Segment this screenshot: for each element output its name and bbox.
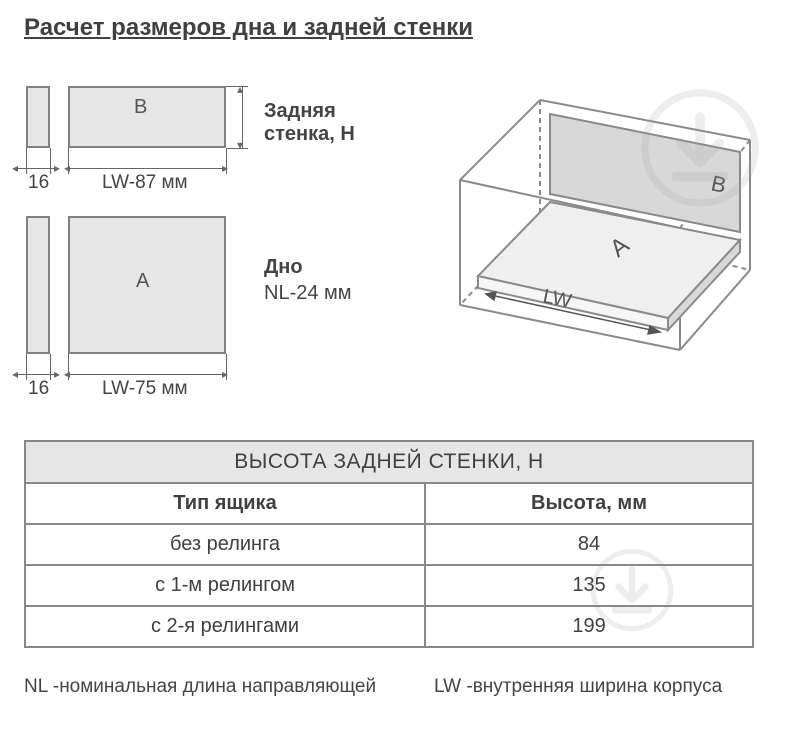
cell: с 2-я релингами <box>25 606 425 647</box>
cell: 84 <box>425 524 753 565</box>
subcaption-a: NL-24 мм <box>264 282 352 305</box>
iso-label-lw: LW <box>541 285 574 312</box>
page-title: Расчет размеров дна и задней стенки <box>24 14 473 42</box>
dim-a-width: LW-75 мм <box>102 378 188 400</box>
dim-b-thickness: 16 <box>28 172 49 194</box>
legend: NL -номинальная длина направляющей LW -в… <box>24 676 754 698</box>
panel-a-side <box>26 216 50 354</box>
table-row: без релинга 84 <box>25 524 753 565</box>
caption-b: Задняя стенка, H <box>264 100 384 146</box>
diagram-2d: B ◂ ▸ 16 ◂ ▸ LW-87 мм ▴ ▾ Задняя стенка,… <box>24 86 384 396</box>
dim-a-thickness: 16 <box>28 378 49 400</box>
dimline-b-width <box>68 168 226 169</box>
panel-b-label: B <box>134 96 147 119</box>
table-title: ВЫСОТА ЗАДНЕЙ СТЕНКИ, H <box>25 441 753 483</box>
table-row: с 1-м релингом 135 <box>25 565 753 606</box>
table-col-0: Тип ящика <box>25 483 425 524</box>
caption-a: Дно <box>264 256 303 279</box>
cell: без релинга <box>25 524 425 565</box>
height-table: ВЫСОТА ЗАДНЕЙ СТЕНКИ, H Тип ящика Высота… <box>24 440 754 648</box>
legend-nl: NL -номинальная длина направляющей <box>24 676 376 697</box>
dimline-b-thickness <box>18 168 58 169</box>
dim-b-width: LW-87 мм <box>102 172 188 194</box>
dimline-a-thickness <box>18 374 58 375</box>
cell: с 1-м релингом <box>25 565 425 606</box>
cell: 199 <box>425 606 753 647</box>
panel-a-label: A <box>136 270 149 293</box>
dimline-a-width <box>68 374 226 375</box>
diagram-3d: B A LW <box>450 80 770 360</box>
legend-lw: LW -внутренняя ширина корпуса <box>434 676 754 698</box>
panel-b-side <box>26 86 50 148</box>
table-col-1: Высота, мм <box>425 483 753 524</box>
cell: 135 <box>425 565 753 606</box>
table-row: с 2-я релингами 199 <box>25 606 753 647</box>
